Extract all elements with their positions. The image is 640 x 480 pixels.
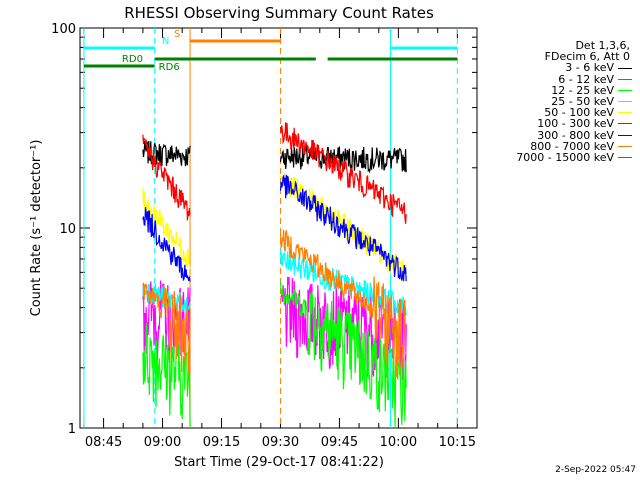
- legend-label: 12 - 25 keV: [551, 83, 614, 97]
- y-tick-label: 1: [68, 422, 76, 437]
- legend-swatch: [618, 123, 632, 125]
- series-line: [142, 134, 191, 221]
- legend-label: 25 - 50 keV: [551, 94, 614, 108]
- series-line: [279, 174, 407, 282]
- x-tick-label: 09:00: [144, 435, 181, 450]
- x-tick-label: 09:45: [321, 435, 358, 450]
- series-line: [279, 247, 407, 317]
- legend-entry: 50 - 100 keV: [482, 107, 632, 118]
- series-line: [142, 282, 191, 373]
- flag-label: N: [162, 36, 169, 47]
- x-tick-label: 09:30: [262, 435, 299, 450]
- flag-label: S: [174, 29, 180, 40]
- y-tick-label: 10: [59, 222, 76, 237]
- y-axis-label: Count Rate (s⁻¹ detector⁻¹): [29, 140, 44, 317]
- legend-swatch: [618, 67, 632, 69]
- date-stamp: 2-Sep-2022 05:47: [555, 465, 636, 475]
- series-line: [279, 122, 407, 224]
- legend-entry: 3 - 6 keV: [482, 61, 632, 75]
- x-axis-label: Start Time (29-Oct-17 08:41:22): [174, 455, 384, 470]
- legend-entry: 800 - 7000 keV: [482, 141, 632, 152]
- legend-label: 50 - 100 keV: [544, 106, 614, 120]
- legend-label: 3 - 6 keV: [565, 61, 614, 75]
- legend-entry: 6 - 12 keV: [482, 72, 632, 86]
- y-tick-label: 100: [51, 22, 76, 37]
- legend-label: 800 - 7000 keV: [530, 139, 614, 153]
- legend-label: 300 - 800 keV: [537, 128, 614, 142]
- legend-entry: 25 - 50 keV: [482, 96, 632, 107]
- plot-frame: [79, 27, 478, 429]
- legend-swatch: [618, 145, 632, 147]
- x-tick-label: 08:45: [85, 435, 122, 450]
- legend-label: 100 - 300 keV: [537, 117, 614, 131]
- legend-entry: 300 - 800 keV: [482, 128, 632, 142]
- legend-swatch: [618, 89, 632, 91]
- legend-header-line-2: FDecim 6, Att 0: [544, 50, 630, 64]
- series-line: [142, 140, 191, 167]
- legend-entry: 7000 - 15000 keV: [482, 152, 632, 163]
- legend-label: 7000 - 15000 keV: [516, 150, 614, 164]
- legend-swatch: [618, 134, 632, 136]
- legend-entry: 12 - 25 keV: [482, 85, 632, 96]
- x-tick-label: 10:15: [439, 435, 476, 450]
- series-line: [279, 229, 407, 377]
- legend-swatch: [618, 157, 632, 158]
- series-line: [279, 145, 407, 174]
- x-tick-label: 10:00: [380, 435, 417, 450]
- legend-header-line-1: Det 1,3,6,: [575, 39, 630, 52]
- chart-title: RHESSI Observing Summary Count Rates: [124, 4, 434, 22]
- series-line: [279, 282, 407, 427]
- legend-swatch: [618, 112, 632, 114]
- flag-label: RD6: [159, 62, 180, 73]
- legend-swatch: [618, 78, 632, 80]
- flag-label: RD0: [122, 54, 143, 65]
- legend-entry: 100 - 300 keV: [482, 117, 632, 131]
- legend-label: 6 - 12 keV: [558, 72, 614, 86]
- series-line: [142, 187, 191, 270]
- series-line: [142, 207, 191, 282]
- legend: Det 1,3,6, FDecim 6, Att 0 3 - 6 keV 6 - …: [482, 40, 632, 163]
- series-line: [142, 322, 191, 429]
- legend-swatch: [618, 101, 632, 103]
- x-tick-label: 09:15: [203, 435, 240, 450]
